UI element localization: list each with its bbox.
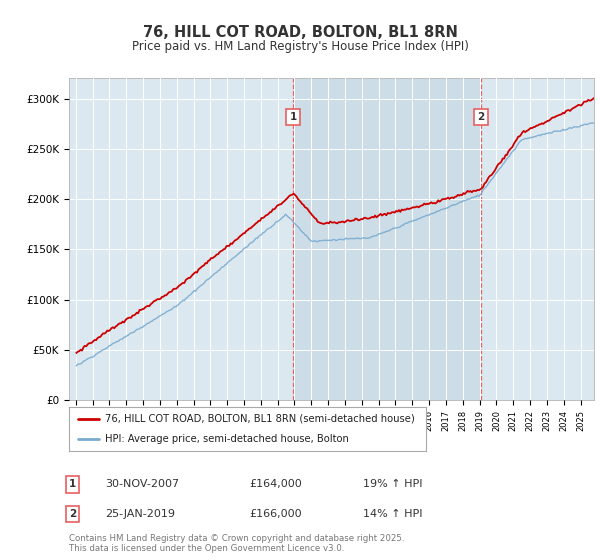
Text: £166,000: £166,000	[249, 509, 302, 519]
Bar	[293, 78, 481, 400]
Text: Contains HM Land Registry data © Crown copyright and database right 2025.
This d: Contains HM Land Registry data © Crown c…	[69, 534, 404, 553]
Text: 76, HILL COT ROAD, BOLTON, BL1 8RN: 76, HILL COT ROAD, BOLTON, BL1 8RN	[143, 25, 457, 40]
Text: 1: 1	[69, 479, 76, 489]
Text: Price paid vs. HM Land Registry's House Price Index (HPI): Price paid vs. HM Land Registry's House …	[131, 40, 469, 53]
Text: 25-JAN-2019: 25-JAN-2019	[105, 509, 175, 519]
Text: 30-NOV-2007: 30-NOV-2007	[105, 479, 179, 489]
Text: HPI: Average price, semi-detached house, Bolton: HPI: Average price, semi-detached house,…	[105, 434, 349, 444]
Text: 14% ↑ HPI: 14% ↑ HPI	[363, 509, 422, 519]
Text: 2: 2	[69, 509, 76, 519]
Text: £164,000: £164,000	[249, 479, 302, 489]
Text: 1: 1	[289, 112, 297, 122]
Text: 2: 2	[478, 112, 485, 122]
Text: 19% ↑ HPI: 19% ↑ HPI	[363, 479, 422, 489]
Text: 76, HILL COT ROAD, BOLTON, BL1 8RN (semi-detached house): 76, HILL COT ROAD, BOLTON, BL1 8RN (semi…	[105, 414, 415, 424]
